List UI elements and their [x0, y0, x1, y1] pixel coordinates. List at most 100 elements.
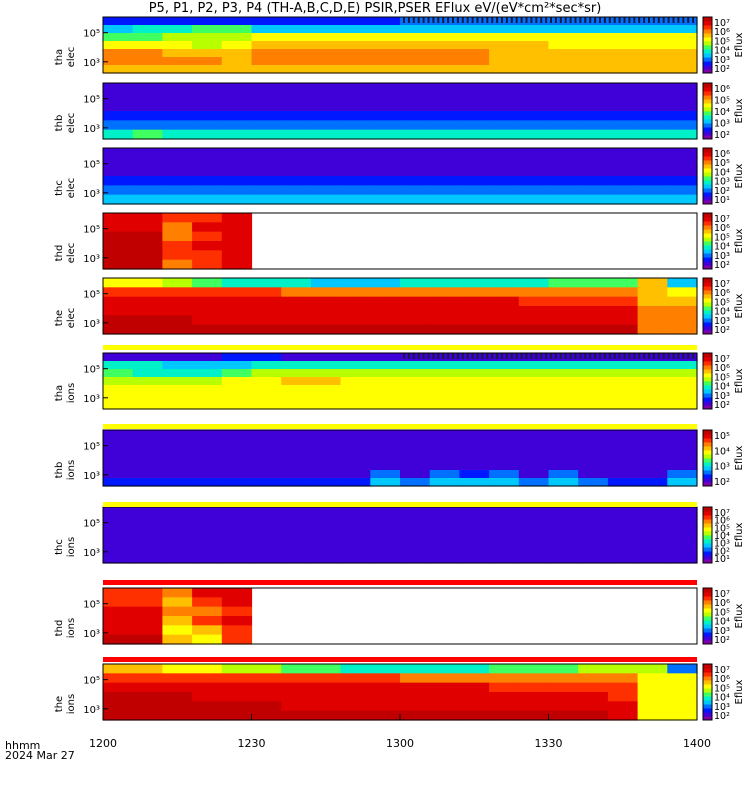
heatmap-cell — [400, 176, 431, 186]
heatmap-cell — [340, 278, 371, 288]
colorbar-segment — [703, 237, 712, 242]
colorbar-segment — [703, 361, 712, 366]
heatmap-cell — [578, 446, 609, 455]
heatmap-cell — [340, 478, 371, 487]
heatmap-cell — [637, 33, 668, 42]
heatmap-cell — [637, 701, 668, 712]
noise-stripe — [648, 17, 650, 23]
heatmap-cell — [192, 92, 223, 103]
colorbar-tick-label: 10³ — [714, 119, 730, 130]
heatmap-cell — [310, 478, 342, 487]
heatmap-cell — [578, 353, 609, 362]
panel-separator-bar — [103, 580, 697, 585]
colorbar-segment — [703, 511, 712, 516]
heatmap-cell — [310, 324, 342, 335]
heatmap-cell — [162, 664, 193, 674]
heatmap-cell — [400, 17, 431, 26]
heatmap-cell — [340, 430, 371, 439]
heatmap-cell — [489, 176, 520, 186]
colorbar-segment — [703, 547, 712, 552]
heatmap-cell — [607, 287, 639, 298]
heatmap-cell — [281, 148, 312, 158]
heatmap-cell — [400, 157, 431, 168]
heatmap-cell — [400, 682, 431, 693]
noise-stripe — [481, 17, 484, 23]
heatmap-cell — [578, 393, 609, 402]
heatmap-cell — [489, 157, 520, 168]
heatmap-cell — [518, 83, 550, 93]
noise-stripe — [491, 353, 494, 359]
heatmap-cell — [607, 701, 639, 712]
heatmap-cell — [281, 401, 312, 410]
colorbar-title: Eflux — [734, 163, 745, 188]
heatmap-cell — [103, 157, 134, 168]
heatmap-cell — [281, 535, 312, 545]
heatmap-cell — [103, 33, 134, 42]
heatmap-cell — [429, 673, 460, 684]
heatmap-cell — [221, 478, 253, 487]
heatmap-cell — [221, 430, 253, 439]
heatmap-cell — [518, 393, 550, 402]
heatmap-cell — [132, 148, 163, 158]
heatmap-cell — [192, 634, 223, 645]
heatmap-cell — [548, 701, 579, 712]
noise-stripe — [559, 17, 562, 23]
heatmap-cell — [340, 525, 371, 536]
x-tick-label: 1400 — [683, 737, 711, 750]
heatmap-cell — [637, 553, 668, 564]
noise-stripe — [407, 17, 410, 23]
heatmap-cell — [310, 185, 342, 196]
heatmap-cell — [489, 166, 520, 177]
heatmap-cell — [192, 176, 223, 186]
colorbar-segment — [703, 115, 712, 120]
heatmap-cell — [192, 111, 223, 121]
y-tick-label: 10⁵ — [83, 519, 100, 530]
heatmap-cell — [667, 535, 698, 545]
heatmap-cell — [310, 41, 342, 50]
heatmap-cell — [132, 65, 163, 74]
panel-separator-bar — [103, 657, 697, 662]
colorbar-tick-label: 10² — [714, 186, 730, 197]
heatmap-cell — [429, 17, 460, 26]
heatmap-cell — [578, 478, 609, 487]
heatmap-cell — [489, 393, 520, 402]
spectrogram-panel-the_ions — [103, 664, 698, 721]
heatmap-cell — [370, 544, 401, 555]
noise-stripe — [638, 353, 641, 359]
heatmap-cell — [132, 315, 163, 326]
heatmap-cell — [340, 377, 371, 386]
heatmap-cell — [281, 111, 312, 121]
heatmap-cell — [162, 606, 193, 617]
colorbar-segment — [703, 474, 712, 479]
heatmap-cell — [103, 544, 134, 555]
heatmap-cell — [459, 41, 490, 50]
noise-stripe — [456, 353, 459, 359]
noise-stripe — [574, 17, 577, 23]
heatmap-cell — [607, 692, 639, 702]
colorbar-segment — [703, 245, 712, 250]
heatmap-cell — [132, 478, 163, 487]
heatmap-cell — [132, 92, 163, 103]
heatmap-cell — [637, 353, 668, 362]
heatmap-cell — [459, 470, 490, 479]
heatmap-cell — [103, 176, 134, 186]
heatmap-cell — [310, 516, 342, 527]
heatmap-cell — [251, 430, 282, 439]
colorbar-tick-label: 10⁵ — [714, 158, 730, 169]
heatmap-cell — [429, 157, 460, 168]
colorbar-segment — [703, 107, 712, 112]
heatmap-cell — [370, 287, 401, 298]
heatmap-cell — [607, 478, 639, 487]
heatmap-cell — [310, 287, 342, 298]
heatmap-cell — [459, 478, 490, 487]
heatmap-cell — [578, 454, 609, 463]
heatmap-cell — [667, 157, 698, 168]
y-tick-label: 10⁵ — [83, 600, 100, 611]
heatmap-cell — [400, 353, 431, 362]
heatmap-cell — [281, 553, 312, 564]
heatmap-cell — [132, 213, 163, 223]
heatmap-cell — [429, 306, 460, 316]
heatmap-cell — [429, 185, 460, 196]
heatmap-cell — [637, 49, 668, 58]
heatmap-cell — [340, 148, 371, 158]
